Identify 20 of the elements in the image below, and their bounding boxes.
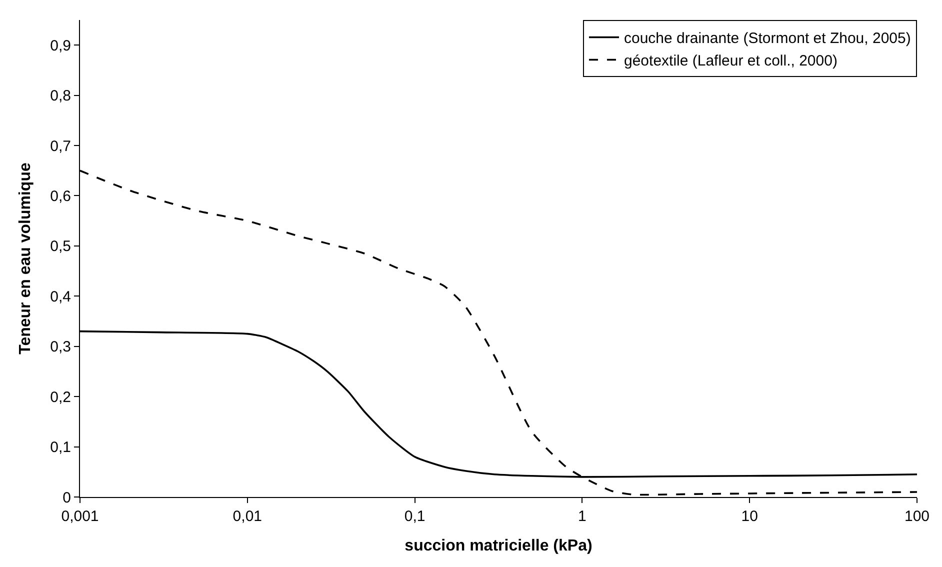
y-tick-label: 0,2 [50, 388, 71, 406]
x-axis-title: succion matricielle (kPa) [404, 538, 592, 555]
x-tick-label: 10 [741, 508, 758, 525]
y-tick-label: 0,8 [50, 88, 71, 105]
legend-label: couche drainante (Stormont et Zhou, 2005) [624, 30, 911, 48]
y-tick-label: 0,1 [50, 439, 71, 456]
x-tick-label: 0,001 [61, 508, 99, 525]
x-tick-label: 1 [578, 508, 586, 525]
y-tick-label: 0,4 [50, 288, 71, 306]
y-tick-label: 0,9 [50, 37, 71, 54]
y-tick-label: 0,5 [50, 238, 71, 256]
x-tick-label: 100 [904, 508, 930, 525]
y-tick-label: 0,7 [50, 138, 71, 155]
x-tick-label: 0,1 [404, 508, 426, 525]
y-tick-label: 0,6 [50, 188, 71, 205]
x-tick-label: 0,01 [232, 508, 262, 525]
y-tick-label: 0 [62, 489, 71, 506]
y-tick-label: 0,3 [50, 338, 71, 356]
legend-label: géotextile (Lafleur et coll., 2000) [624, 52, 838, 70]
y-axis-title: Teneur en eau volumique [17, 162, 34, 354]
